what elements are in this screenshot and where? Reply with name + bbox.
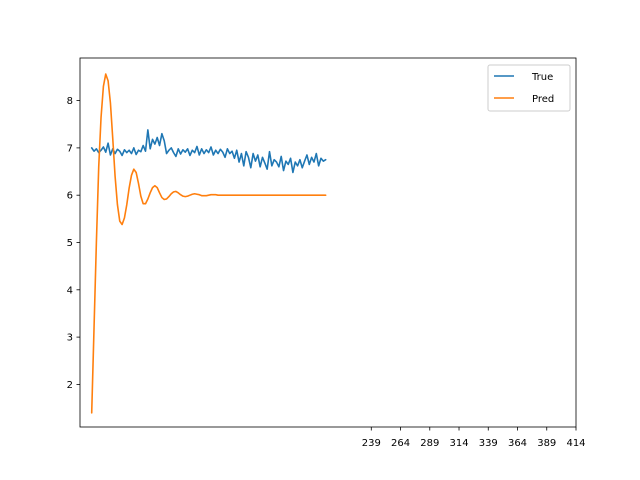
x-tick-label: 339 [479, 438, 498, 449]
legend-label-true: True [531, 72, 553, 83]
x-tick-label: 239 [362, 438, 381, 449]
series-line-pred [90, 73, 327, 414]
y-axis-ticks: 2 3 4 5 6 7 8 [67, 96, 80, 391]
x-tick-label: 389 [537, 438, 556, 449]
y-tick-label: 8 [67, 96, 73, 107]
y-tick-label: 7 [67, 143, 73, 154]
series-line-true [90, 129, 327, 174]
x-tick-label: 289 [420, 438, 439, 449]
legend: True Pred [487, 64, 571, 112]
plot-area-frame [79, 57, 577, 428]
legend-frame [487, 64, 571, 112]
y-tick-label: 5 [67, 238, 73, 249]
x-tick-label: 414 [566, 438, 585, 449]
legend-label-pred: Pred [532, 94, 554, 105]
y-tick-label: 2 [67, 380, 73, 391]
y-tick-label: 4 [67, 285, 73, 296]
y-tick-label: 3 [67, 333, 73, 344]
x-tick-label: 314 [449, 438, 468, 449]
x-axis-ticks: 239 264 289 314 339 364 389 414 [362, 427, 586, 449]
y-tick-label: 6 [67, 191, 73, 202]
series-layer [90, 73, 327, 414]
x-tick-label: 364 [508, 438, 527, 449]
x-tick-label: 264 [391, 438, 410, 449]
